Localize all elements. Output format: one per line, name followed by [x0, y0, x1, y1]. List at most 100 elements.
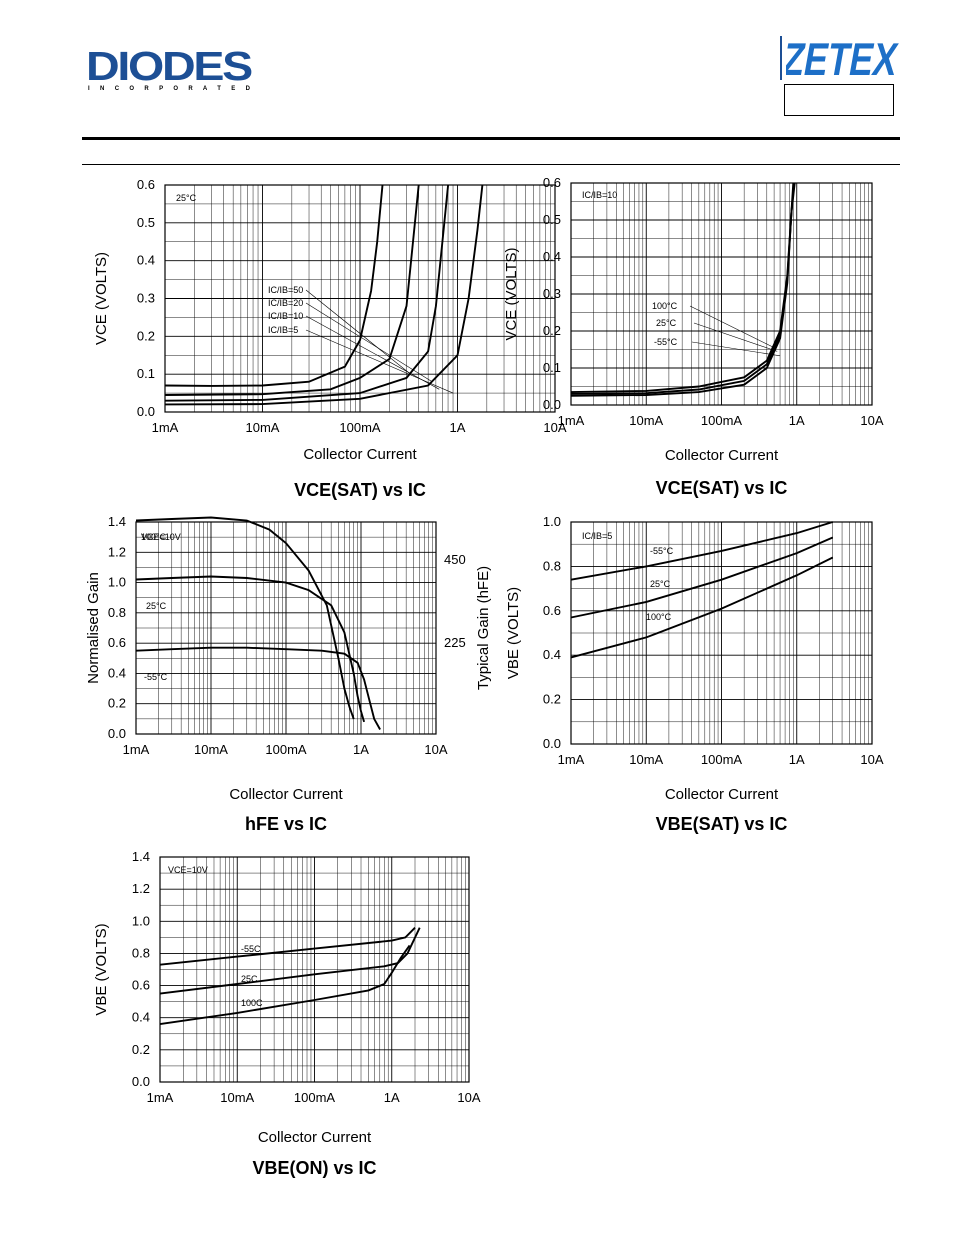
leader-line: [305, 329, 454, 394]
series-label: IC/IB=5: [268, 325, 298, 335]
x-ticks: 1mA 10mA 100mA 1A 10A: [558, 413, 884, 428]
curves: [570, 182, 796, 397]
zetex-divider: [780, 36, 782, 80]
series-labels: 100°C 25°C -55°C: [141, 532, 168, 682]
series-labels: -55C 25C 100C: [241, 944, 263, 1008]
y-tick-label: 0.2: [543, 323, 561, 338]
condition-label: VCE=10V: [141, 532, 181, 542]
curves: [570, 521, 834, 659]
series-line: [570, 521, 833, 581]
series-line: [135, 516, 355, 720]
y-ticks: 0.0 0.1 0.2 0.3 0.4 0.5 0.6: [543, 175, 561, 412]
y-tick-label: 0.4: [132, 1010, 150, 1025]
y-tick-label: 0.0: [543, 736, 561, 751]
x-tick-label: 1mA: [152, 420, 179, 435]
y-ticks: 0.0 0.1 0.2 0.3 0.4 0.5 0.6: [137, 177, 155, 419]
x-axis-label: Collector Current: [665, 786, 779, 803]
leader-line: [693, 322, 778, 352]
grid: [135, 521, 436, 735]
series-label: 25°C: [656, 318, 677, 328]
x-axis-label: Collector Current: [303, 446, 417, 463]
grid: [570, 521, 872, 745]
chart-title: VCE(SAT) vs IC: [294, 480, 426, 500]
y-tick-label: 1.0: [543, 514, 561, 529]
x-tick-label: 100mA: [701, 413, 743, 428]
y-tick-label-right: 225: [444, 635, 466, 650]
y-tick-label: 0.4: [543, 249, 561, 264]
x-tick-label: 10A: [543, 420, 566, 435]
y-tick-label: 0.2: [137, 328, 155, 343]
y-tick-label: 0.8: [132, 945, 150, 960]
x-tick-label: 10mA: [629, 752, 663, 767]
series-label: 100°C: [141, 532, 167, 542]
series-line: [159, 927, 421, 995]
chart-vbe-sat: 0.0 0.2 0.4 0.6 0.8 1.0 1mA 10mA 100mA 1A 10A VBE…: [505, 514, 884, 834]
series-labels: IC/IB=50 IC/IB=20 IC/IB=10 IC/IB=5: [268, 285, 454, 394]
series-line: [164, 184, 484, 406]
chart-title: VBE(SAT) vs IC: [656, 814, 788, 834]
y-tick-label: 0.0: [132, 1074, 150, 1089]
x-tick-label: 1A: [789, 413, 805, 428]
y-axis-label-right: Typical Gain (hFE): [475, 566, 492, 690]
condition-label: VCE=10V: [168, 865, 208, 875]
y-axis-label: VBE (VOLTS): [505, 587, 522, 679]
condition-label: IC/IB=5: [582, 531, 612, 541]
series-label: 25C: [241, 974, 258, 984]
x-ticks: 1mA 10mA 100mA 1A 10A: [152, 420, 567, 435]
curves: [135, 516, 381, 730]
x-tick-label: 10mA: [194, 742, 228, 757]
x-tick-label: 1mA: [558, 752, 585, 767]
series-label: -55°C: [650, 546, 674, 556]
x-tick-label: 10A: [457, 1090, 480, 1105]
x-axis-label: Collector Current: [665, 447, 779, 464]
y-axis-label: VCE (VOLTS): [93, 252, 110, 345]
grid: [570, 182, 872, 406]
y-tick-label: 0.8: [543, 558, 561, 573]
y-tick-label: 0.2: [132, 1042, 150, 1057]
y-ticks-right: 225 450: [444, 552, 466, 650]
y-tick-label: 0.6: [108, 635, 126, 650]
leader-line: [689, 305, 775, 348]
x-tick-label: 10mA: [246, 420, 280, 435]
x-ticks: 1mA 10mA 100mA 1A 10A: [558, 752, 884, 767]
series-line: [164, 184, 420, 396]
y-tick-label: 1.0: [132, 913, 150, 928]
y-tick-label: 0.6: [137, 177, 155, 192]
plot-frame: [159, 856, 470, 1083]
plot-frame: [135, 521, 437, 735]
series-labels: 100°C 25°C -55°C: [652, 301, 781, 357]
plot-frame: [570, 521, 873, 745]
series-line: [164, 184, 384, 387]
y-tick-label: 1.2: [132, 881, 150, 896]
series-line: [159, 944, 411, 1026]
diodes-logo-text: DIODES: [86, 43, 252, 89]
y-tick-label: 0.6: [132, 978, 150, 993]
x-tick-label: 1A: [353, 742, 369, 757]
y-tick-label: 0.5: [137, 215, 155, 230]
y-ticks: 0.0 0.2 0.4 0.6 0.8 1.0 1.2 1.4: [132, 849, 150, 1089]
x-tick-label: 100mA: [701, 752, 743, 767]
part-number-box: [784, 84, 894, 116]
curves: [159, 927, 421, 1026]
chart-title: VCE(SAT) vs IC: [656, 478, 788, 498]
y-tick-label: 0.4: [137, 253, 155, 268]
x-tick-label: 10mA: [629, 413, 663, 428]
series-label: -55°C: [144, 672, 168, 682]
chart-vce-sat-by-temp: 0.00.10.20.30.40.50.6 1mA 10mA 100mA 1A 10A …: [503, 175, 884, 498]
y-tick-label: 1.4: [132, 849, 150, 864]
plot-frame: [570, 182, 873, 406]
series-label: 100C: [241, 998, 263, 1008]
x-tick-label: 1mA: [123, 742, 150, 757]
series-label: IC/IB=10: [268, 311, 303, 321]
y-tick-label: 0.1: [137, 366, 155, 381]
y-ticks: 0.0 0.2 0.4 0.6 0.8 1.0: [543, 514, 561, 751]
y-tick-label: 0.6: [543, 175, 561, 190]
series-line: [570, 182, 795, 395]
x-tick-label: 10A: [424, 742, 447, 757]
curves: [164, 184, 484, 406]
y-tick-label: 0.0: [137, 404, 155, 419]
x-tick-label: 1A: [384, 1090, 400, 1105]
y-tick-label: 0.8: [108, 605, 126, 620]
x-tick-label: 10A: [860, 413, 883, 428]
chart-title: VBE(ON) vs IC: [252, 1158, 376, 1178]
